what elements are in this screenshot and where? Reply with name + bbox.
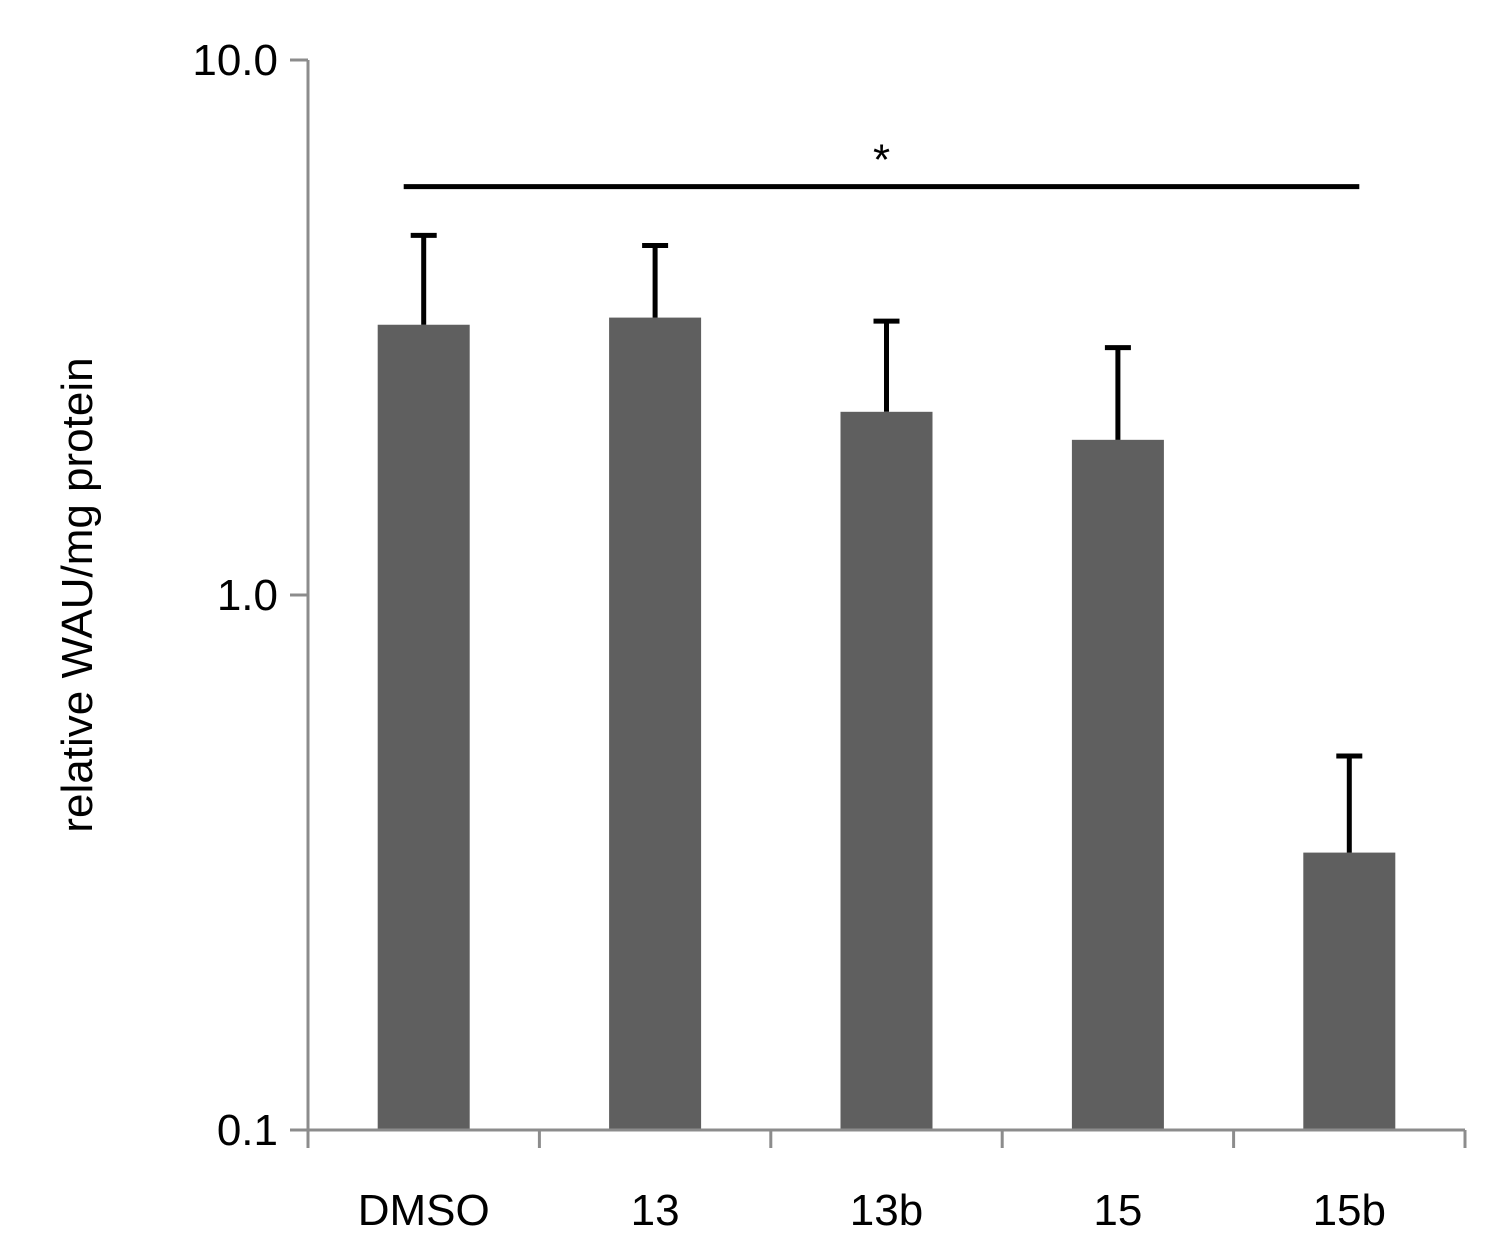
y-tick-label: 0.1 xyxy=(217,1106,278,1155)
significance-layer: * xyxy=(403,136,1360,190)
bar xyxy=(1071,439,1164,1130)
x-tick-label: 13b xyxy=(850,1186,923,1235)
y-ticks-layer: 0.1 1.0 10.0 xyxy=(192,36,308,1155)
bar xyxy=(840,411,933,1131)
y-axis-title: relative WAU/mg protein xyxy=(53,357,102,832)
x-tick-label: 13 xyxy=(631,1186,680,1235)
x-tick-label: 15b xyxy=(1313,1186,1386,1235)
bars-layer xyxy=(377,317,1396,1131)
y-tick-label: 1.0 xyxy=(217,571,278,620)
bar xyxy=(377,324,470,1130)
significance-star: * xyxy=(873,136,890,185)
y-tick-label: 10.0 xyxy=(192,36,278,85)
bar xyxy=(1303,852,1396,1130)
x-tick-label: 15 xyxy=(1093,1186,1142,1235)
x-ticks-layer: DMSO 13 13b 15 15b xyxy=(306,1130,1467,1235)
error-bars-layer xyxy=(410,232,1363,853)
x-tick-label: DMSO xyxy=(358,1186,490,1235)
bar xyxy=(609,317,702,1130)
